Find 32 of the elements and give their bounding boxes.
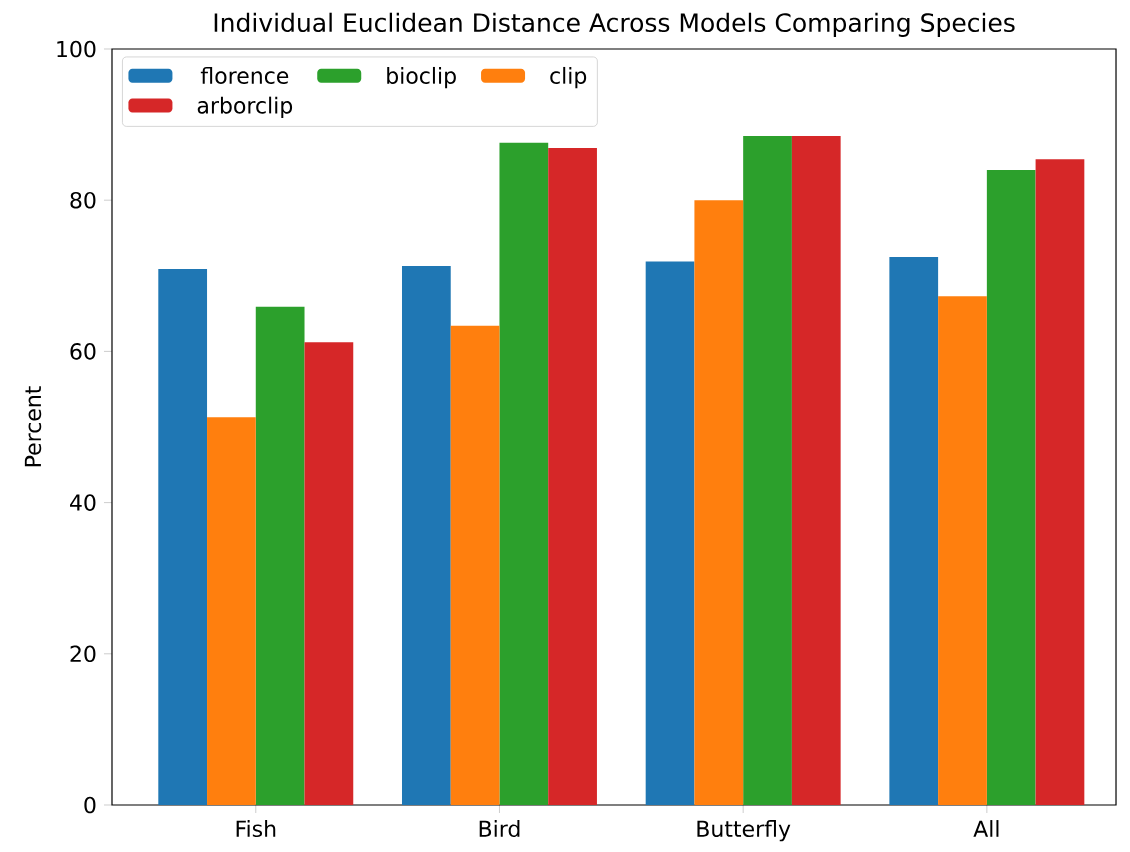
bar: [743, 135, 792, 805]
bar: [986, 169, 1036, 805]
legend-label: clip: [550, 66, 587, 89]
bar: [938, 296, 987, 805]
bar: [694, 200, 744, 805]
y-tick-label: 100: [57, 40, 96, 58]
y-tick-label: 0: [84, 796, 96, 814]
bar: [889, 256, 939, 805]
y-tick-label: 40: [70, 494, 96, 511]
x-tick-label: Butterfly: [697, 820, 791, 842]
x-tick-label: Fish: [236, 820, 276, 838]
y-tick-label: 20: [70, 645, 96, 663]
bar: [1035, 159, 1085, 805]
legend-label: bioclip: [387, 66, 456, 89]
y-axis-title: Percent: [24, 386, 42, 467]
bar: [401, 265, 451, 805]
y-tick-label: 80: [70, 191, 96, 209]
legend-label: arborclip: [197, 96, 293, 118]
bar: [304, 342, 354, 805]
bar: [158, 268, 208, 805]
bar: [645, 261, 695, 805]
bar: [255, 306, 305, 805]
bar: [791, 135, 841, 805]
bar: [499, 142, 549, 805]
legend-label: florence: [200, 66, 289, 84]
chart-title: Individual Euclidean Distance Across Models Comparing Species: [214, 12, 1015, 37]
bar: [207, 417, 256, 805]
x-tick-label: All: [973, 820, 999, 837]
bar: [548, 148, 597, 805]
bar: [450, 325, 500, 805]
y-tick-label: 60: [70, 343, 96, 360]
x-tick-label: Bird: [479, 820, 520, 838]
